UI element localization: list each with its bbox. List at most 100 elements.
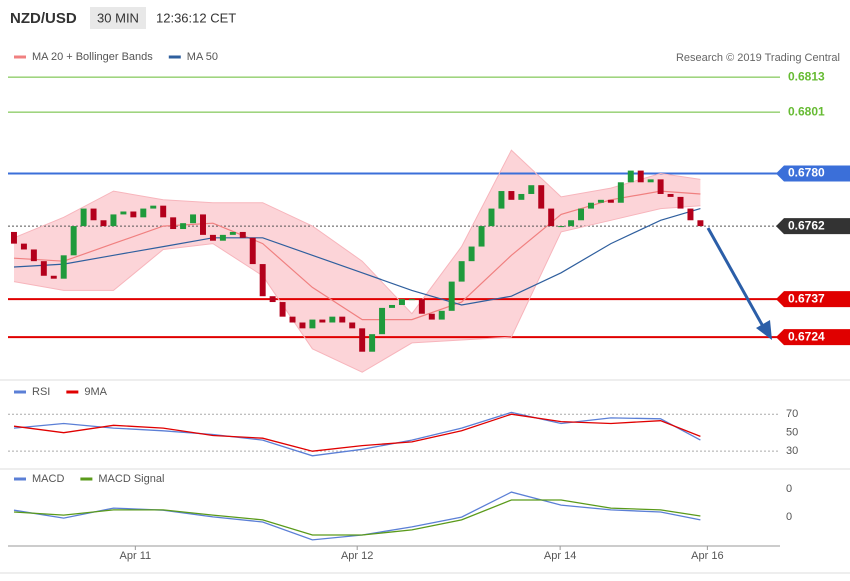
x-tick-label: Apr 11 — [120, 550, 152, 562]
band-edge — [13, 205, 701, 373]
candle — [518, 193, 525, 200]
series-line — [13, 411, 701, 457]
candle — [647, 179, 654, 183]
candle — [389, 304, 395, 308]
level-tag — [776, 165, 850, 182]
candle — [349, 322, 356, 329]
x-tick-label: Apr 14 — [544, 550, 576, 562]
candle — [30, 249, 37, 262]
level-tag — [776, 291, 850, 308]
candle — [438, 310, 445, 320]
candle — [10, 231, 17, 244]
candle — [568, 220, 575, 227]
candle — [309, 319, 316, 329]
candle — [70, 226, 77, 256]
candle — [50, 275, 57, 279]
candle — [339, 316, 346, 323]
forecast-arrow — [706, 227, 767, 331]
candle — [369, 334, 376, 352]
level-label: 0.6813 — [788, 69, 825, 83]
candle — [428, 313, 435, 320]
legend-label: MA 20 + Bollinger Bands — [32, 51, 153, 63]
candle — [448, 281, 455, 311]
candle — [80, 208, 87, 227]
series-line — [13, 413, 701, 452]
level-label: 0.6780 — [788, 166, 825, 180]
interval: 30 MIN — [97, 10, 139, 25]
candle — [239, 231, 246, 238]
candle — [617, 182, 624, 203]
series-line — [13, 491, 701, 541]
y-tick-label: 50 — [786, 427, 798, 439]
candle — [458, 261, 465, 282]
legend-label: MACD — [32, 473, 64, 485]
candle — [289, 316, 296, 323]
candle — [578, 208, 585, 221]
candle — [160, 205, 167, 218]
legend-label: MA 50 — [187, 51, 218, 63]
candle — [249, 237, 256, 265]
candle — [279, 302, 286, 317]
series-line — [13, 190, 701, 321]
y-tick-label: 0 — [786, 511, 792, 523]
candle — [130, 211, 137, 218]
series-line — [13, 208, 701, 306]
plot: 0.6813 0.6801 0.6780 0.6762 0.6737 0.6724 MA 2… — [8, 51, 850, 562]
candle — [359, 328, 366, 352]
candle — [587, 202, 594, 209]
bollinger-band — [14, 150, 701, 373]
candle — [637, 170, 644, 183]
time: 12:36:12 CET — [156, 10, 236, 25]
candle — [90, 208, 97, 221]
candle — [687, 208, 694, 221]
candle — [548, 208, 555, 227]
y-tick-label: 70 — [786, 408, 798, 420]
candle — [398, 299, 405, 305]
candle — [657, 179, 664, 194]
candle — [677, 196, 684, 209]
copyright: Research © 2019 Trading Central — [676, 52, 840, 64]
candle — [329, 316, 336, 323]
candle — [558, 226, 565, 228]
level-tag — [776, 218, 850, 235]
candle — [379, 307, 386, 335]
candle — [229, 231, 236, 235]
candle — [607, 199, 614, 203]
level-label: 0.6737 — [788, 291, 825, 305]
candle — [259, 264, 266, 297]
candle — [697, 220, 704, 227]
candle — [299, 322, 306, 329]
x-tick-label: Apr 16 — [691, 550, 723, 562]
candle — [269, 296, 276, 303]
arrow-head — [756, 320, 772, 340]
symbol: NZD/USD — [10, 10, 77, 27]
candle — [667, 193, 674, 197]
level-label: 0.6724 — [788, 329, 825, 343]
candle — [538, 185, 545, 209]
candle — [209, 234, 216, 241]
y2-tick-label: 0 — [786, 483, 792, 495]
candle — [200, 214, 206, 235]
candle — [60, 255, 67, 279]
candle — [319, 319, 326, 323]
candle — [20, 243, 27, 250]
legend-label: RSI — [32, 386, 50, 398]
level-label: 0.6801 — [788, 104, 825, 118]
series-line — [13, 499, 701, 536]
candle — [150, 205, 157, 209]
candle — [528, 185, 535, 194]
candle — [190, 214, 197, 224]
legend-label: 9MA — [84, 386, 107, 398]
y-tick-label: 30 — [786, 445, 798, 457]
band-edge — [13, 149, 701, 315]
candle — [468, 246, 475, 262]
candle — [170, 217, 177, 230]
candle — [180, 223, 187, 230]
interval-box — [90, 7, 146, 29]
legend-label: MACD Signal — [98, 473, 164, 485]
candle — [140, 208, 147, 218]
candle — [488, 208, 495, 227]
candle — [627, 170, 634, 183]
